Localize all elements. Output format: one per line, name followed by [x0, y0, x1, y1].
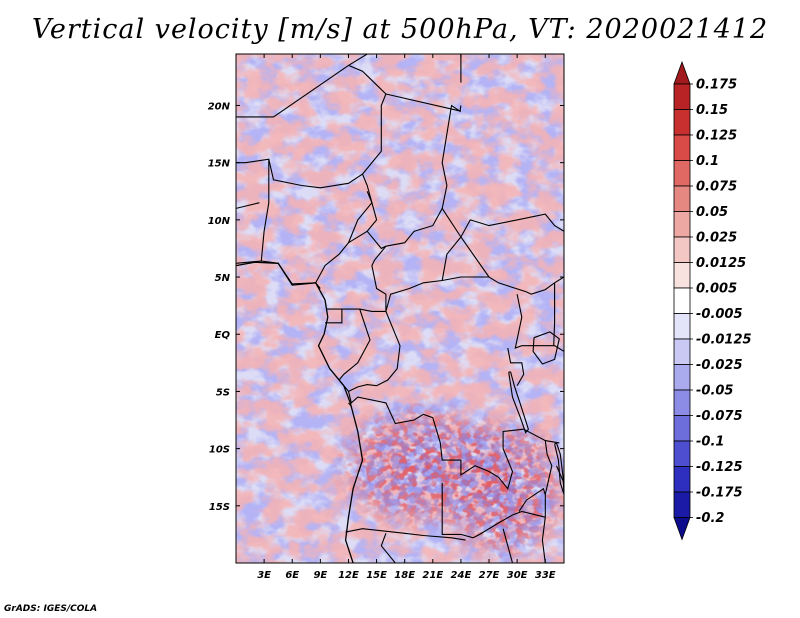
colorbar-label: -0.025 — [696, 358, 743, 373]
velocity-field — [236, 54, 564, 563]
border-line — [236, 158, 363, 189]
colorbar-cell — [673, 313, 691, 340]
border-line — [341, 259, 387, 312]
colorbar-tip-top — [673, 60, 691, 85]
border-line — [507, 347, 525, 386]
border-line — [260, 159, 270, 262]
colorbar-cell — [673, 389, 691, 416]
border-line — [441, 236, 462, 281]
colorbar-cell — [673, 466, 691, 493]
colorbar-cell — [673, 109, 691, 136]
colorbar-label: 0.025 — [696, 231, 737, 246]
colorbar-cell — [673, 134, 691, 161]
lake-outline — [532, 331, 560, 365]
colorbar-cell — [673, 83, 691, 110]
border-line — [441, 482, 546, 539]
colorbar-label: -0.075 — [696, 409, 743, 424]
y-tick-label: 5S — [216, 387, 230, 398]
colorbar: 0.175 0.15 0.125 0.1 0.075 0.05 0.025 0.0125 0.0… — [673, 60, 752, 541]
colorbar-label: 0.05 — [696, 205, 728, 220]
border-line — [338, 379, 524, 490]
x-tick-label: 33E — [535, 570, 556, 581]
border-line — [385, 93, 462, 112]
border-line — [380, 533, 396, 563]
colorbar-cell — [673, 415, 691, 442]
border-line — [236, 202, 260, 209]
colorbar-label: -0.2 — [696, 511, 724, 526]
x-tick-label: 24E — [451, 570, 472, 581]
colorbar-label: -0.125 — [696, 460, 743, 475]
colorbar-label: -0.005 — [696, 307, 743, 322]
border-line — [544, 440, 553, 518]
colorbar-label: 0.005 — [696, 282, 737, 297]
border-line — [348, 230, 368, 244]
border-line — [518, 487, 546, 512]
colorbar-tip-bottom — [673, 517, 691, 541]
lake-outline — [508, 371, 530, 434]
x-tick-label: 3E — [257, 570, 271, 581]
colorbar-cell — [673, 338, 691, 365]
border-line — [541, 517, 546, 563]
colorbar-cell — [673, 287, 691, 314]
border-line — [523, 428, 560, 444]
chart-title: Vertical velocity [m/s] at 500hPa, VT: 2… — [31, 14, 769, 45]
colorbar-cell — [673, 364, 691, 391]
colorbar-label: 0.175 — [696, 78, 737, 93]
y-tick-label: 20N — [208, 101, 231, 112]
colorbar-cell — [673, 262, 691, 289]
border-line — [502, 528, 514, 563]
colorbar-label: -0.1 — [696, 435, 724, 450]
border-line — [348, 311, 401, 392]
colorbar-label: 0.0125 — [696, 256, 746, 271]
border-line — [325, 308, 343, 324]
colorbar-label: -0.05 — [696, 384, 733, 399]
colorbar-label: -0.0125 — [696, 333, 752, 348]
colorbar-cell — [673, 491, 691, 518]
border-line — [526, 276, 564, 295]
border-line — [348, 64, 462, 250]
field-strong-zone — [236, 54, 564, 563]
coastline — [236, 261, 364, 563]
x-tick-label: 15E — [366, 570, 387, 581]
country-borders — [236, 54, 564, 563]
y-tick-label: 15N — [208, 159, 231, 170]
grads-credit: GrADS: IGES/COLA — [4, 604, 98, 614]
border-line — [374, 245, 387, 261]
map-frame — [235, 53, 565, 564]
y-tick-label: 5N — [215, 273, 231, 284]
x-tick-label: 12E — [338, 570, 359, 581]
colorbar-label: 0.125 — [696, 129, 737, 144]
colorbar-label: 0.1 — [696, 154, 719, 169]
x-tick-label: 6E — [285, 570, 299, 581]
border-line — [553, 282, 556, 346]
border-line — [345, 528, 466, 541]
y-tick-label: 15S — [209, 502, 230, 513]
x-tick-label: 27E — [479, 570, 500, 581]
y-tick-label: 10N — [208, 216, 231, 227]
border-line — [338, 308, 371, 381]
colorbar-cell — [673, 440, 691, 467]
y-tick-label: 10S — [209, 445, 230, 456]
colorbar-label: 0.15 — [696, 103, 728, 118]
x-tick-label: 18E — [394, 570, 415, 581]
axis-ticks: 3E 6E 9E 12E 15E 18E 21E 24E 27E 30E 33E 20N 15N 10N 5… — [208, 54, 564, 581]
x-tick-label: 21E — [422, 570, 443, 581]
colorbar-label: -0.175 — [696, 486, 743, 501]
colorbar-cell — [673, 236, 691, 263]
map-panel: 3E 6E 9E 12E 15E 18E 21E 24E 27E 30E 33E 20N 15N 10N 5… — [208, 53, 565, 581]
y-tick-label: EQ — [215, 330, 231, 341]
border-line — [514, 294, 564, 352]
colorbar-cell — [673, 211, 691, 238]
x-tick-label: 9E — [313, 570, 327, 581]
colorbar-label: 0.075 — [696, 180, 737, 195]
colorbar-cell — [673, 160, 691, 187]
border-line — [236, 54, 368, 118]
colorbar-cell — [673, 185, 691, 212]
x-tick-label: 30E — [507, 570, 528, 581]
border-line — [460, 213, 564, 238]
